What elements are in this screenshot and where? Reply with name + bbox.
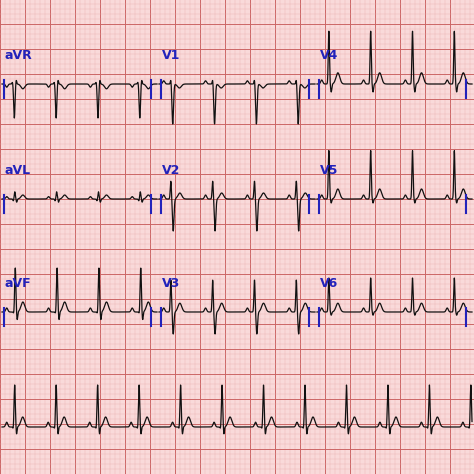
Text: aVR: aVR	[5, 49, 33, 62]
Text: V1: V1	[162, 49, 181, 62]
Text: aVF: aVF	[5, 277, 32, 290]
Text: V4: V4	[320, 49, 338, 62]
Text: aVL: aVL	[5, 164, 31, 177]
Text: V5: V5	[320, 164, 338, 177]
Text: V3: V3	[162, 277, 180, 290]
Text: V2: V2	[162, 164, 181, 177]
Text: V6: V6	[320, 277, 338, 290]
